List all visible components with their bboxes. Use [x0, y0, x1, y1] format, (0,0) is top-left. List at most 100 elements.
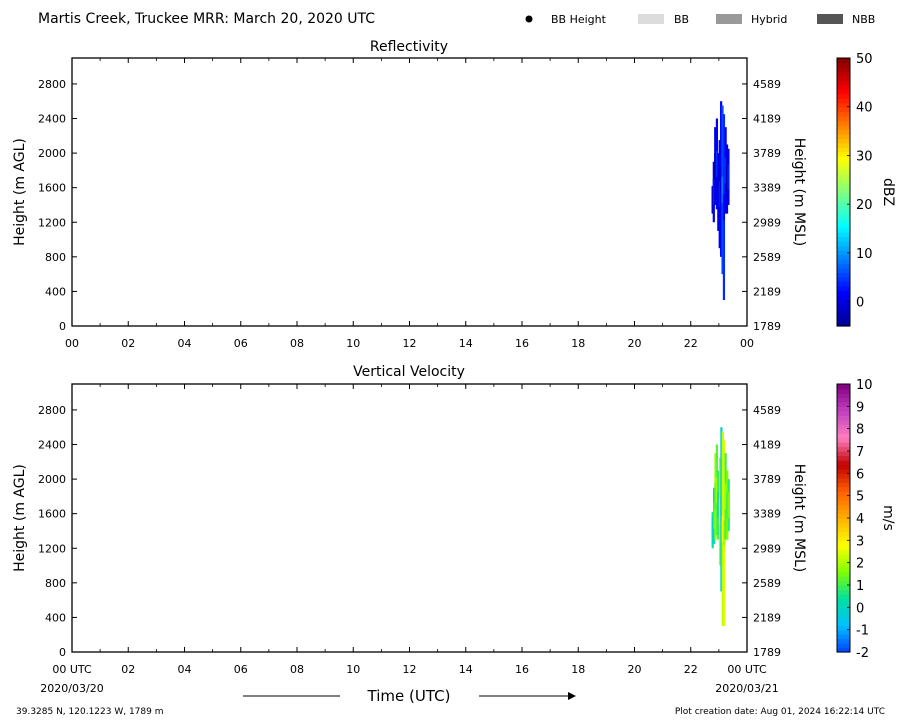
colorbar-segment	[837, 183, 850, 189]
colorbar-segment	[837, 518, 850, 524]
colorbar-tick-label: 10	[856, 247, 873, 262]
time-arrow-head	[568, 692, 576, 700]
x-tick-label: 00 UTC	[727, 663, 767, 676]
data-column-detail	[715, 476, 719, 503]
colorbar-segment	[837, 451, 850, 457]
colorbar-segment	[837, 513, 850, 519]
colorbar-segment	[837, 138, 850, 144]
data-column-detail	[724, 483, 727, 510]
colorbar-segment	[837, 459, 850, 465]
footer-creation-date: Plot creation date: Aug 01, 2024 16:22:1…	[675, 707, 885, 717]
colorbar-segment	[837, 125, 850, 131]
colorbar-tick-label: 8	[856, 423, 864, 438]
y2-tick-label: 3389	[753, 182, 781, 195]
y-tick-label: 2000	[38, 147, 66, 160]
colorbar-segment	[837, 205, 850, 211]
colorbar-segment	[837, 192, 850, 198]
data-column-detail	[726, 492, 729, 518]
data-column-detail	[721, 515, 724, 542]
y2-axis-label: Height (m MSL)	[791, 464, 807, 573]
x-tick-label: 00	[65, 337, 79, 350]
colorbar-tick-label: -2	[856, 646, 869, 661]
colorbar-tick-label: 7	[856, 445, 864, 460]
colorbar-segment	[837, 107, 850, 113]
y2-tick-label: 2589	[753, 251, 781, 264]
colorbar-segment	[837, 80, 850, 86]
y2-tick-label: 1789	[753, 320, 781, 333]
velocity-panel: Vertical Velocity Height (m AGL) Height …	[12, 364, 896, 695]
data-column-detail	[714, 153, 717, 180]
y2-tick-label: 3389	[753, 508, 781, 521]
colorbar-segment	[837, 544, 850, 550]
colorbar-tick-label: 0	[856, 601, 864, 616]
colorbar-tick-label: 4	[856, 512, 864, 527]
colorbar-segment	[837, 254, 850, 260]
y2-tick-label: 2189	[753, 611, 781, 624]
colorbar-segment	[837, 464, 850, 470]
x-tick-label: 10	[346, 337, 360, 350]
colorbar-segment	[837, 424, 850, 430]
colorbar-segment	[837, 156, 850, 162]
colorbar-segment	[837, 589, 850, 595]
colorbar-segment	[837, 486, 850, 492]
legend: BB Height BB Hybrid NBB	[525, 13, 875, 26]
legend-nbb-label: NBB	[852, 13, 875, 26]
y2-tick-label: 2189	[753, 285, 781, 298]
colorbar-label: m/s	[880, 505, 896, 531]
y2-tick-label: 2989	[753, 542, 781, 555]
y2-tick-label: 2989	[753, 216, 781, 229]
x-date-label-end: 2020/03/21	[715, 682, 778, 695]
colorbar-segment	[837, 218, 850, 224]
colorbar-segment	[837, 303, 850, 309]
colorbar-segment	[837, 638, 850, 644]
colorbar-segment	[837, 259, 850, 265]
colorbar-segment	[837, 540, 850, 546]
x-tick-label: 18	[571, 663, 585, 676]
colorbar-tick-label: 2	[856, 557, 864, 572]
colorbar-segment	[837, 419, 850, 425]
colorbar-segment	[837, 120, 850, 126]
data-column-detail	[725, 166, 729, 192]
colorbar-segment	[837, 165, 850, 171]
data-column-detail	[712, 502, 716, 529]
x-tick-label: 04	[178, 663, 192, 676]
colorbar-segment	[837, 558, 850, 564]
y2-tick-label: 1789	[753, 646, 781, 659]
colorbar-segment	[837, 410, 850, 416]
x-tick-label: 12	[403, 337, 417, 350]
colorbar-segment	[837, 388, 850, 394]
legend-bb-height-label: BB Height	[551, 13, 607, 26]
panel-title: Reflectivity	[370, 39, 448, 55]
colorbar-segment	[837, 142, 850, 148]
colorbar-segment	[837, 93, 850, 99]
colorbar-segment	[837, 174, 850, 180]
y2-tick-label: 2589	[753, 577, 781, 590]
colorbar-segment	[837, 611, 850, 617]
colorbar-segment	[837, 491, 850, 497]
y2-tick-label: 4189	[753, 113, 781, 126]
data-column-detail	[724, 157, 727, 184]
y-tick-label: 1600	[38, 508, 66, 521]
y2-tick-label: 4589	[753, 404, 781, 417]
x-tick-label: 12	[403, 663, 417, 676]
colorbar-segment	[837, 585, 850, 591]
colorbar-frame	[836, 57, 851, 327]
colorbar-segment	[837, 89, 850, 95]
colorbar-segment	[837, 625, 850, 631]
colorbar-segment	[837, 576, 850, 582]
y-tick-label: 2400	[38, 113, 66, 126]
colorbar-segment	[837, 317, 850, 323]
y2-tick-label: 4189	[753, 439, 781, 452]
y2-tick-label: 3789	[753, 473, 781, 486]
colorbar-tick-label: 0	[856, 296, 864, 311]
reflectivity-panel: Reflectivity Height (m AGL) Height (m MS…	[12, 39, 896, 246]
colorbar-segment	[837, 299, 850, 305]
colorbar-segment	[837, 209, 850, 215]
data-column-detail	[715, 150, 719, 177]
y-tick-label: 1200	[38, 542, 66, 555]
colorbar-label: dBZ	[880, 178, 896, 206]
colorbar-segment	[837, 84, 850, 90]
colorbar-segment	[837, 442, 850, 448]
data-column-detail	[717, 492, 720, 518]
